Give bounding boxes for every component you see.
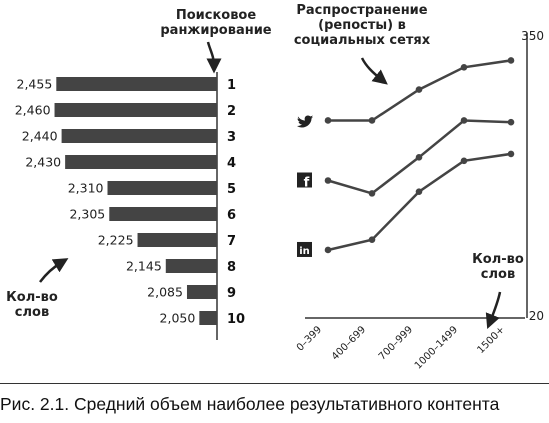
figure-caption: Рис. 2.1. Средний объем наиболее результ… bbox=[0, 394, 549, 415]
rank-tick-label: 8 bbox=[227, 260, 236, 275]
rank-tick-label: 3 bbox=[227, 130, 236, 145]
linkedin-icon: in bbox=[297, 241, 312, 257]
series-point bbox=[415, 154, 423, 161]
bar-value-label: 2,310 bbox=[68, 181, 104, 196]
series-point bbox=[324, 177, 332, 184]
line-x-title: Кол-во слов bbox=[472, 252, 524, 282]
bar bbox=[165, 259, 217, 273]
caption-rule bbox=[0, 383, 549, 384]
bar-axis-title: Поисковое ранжирование bbox=[160, 8, 272, 38]
arrow-ranking bbox=[206, 41, 222, 74]
rank-tick-label: 6 bbox=[227, 208, 236, 223]
x-tick-label: 0–399 bbox=[295, 324, 324, 353]
series-point bbox=[460, 117, 468, 124]
bar bbox=[109, 207, 217, 221]
caption-text: Средний объем наиболее результативного к… bbox=[69, 394, 500, 414]
series-point bbox=[368, 236, 376, 243]
series-point bbox=[324, 246, 332, 254]
series-point bbox=[368, 190, 376, 197]
rank-tick-label: 1 bbox=[227, 78, 236, 93]
bar bbox=[56, 77, 218, 91]
arrow-wordcount-right bbox=[485, 291, 502, 329]
bar-value-label: 2,440 bbox=[22, 129, 58, 144]
y-tick-label: 350 bbox=[521, 29, 544, 43]
bar bbox=[186, 285, 217, 299]
bar-value-label: 2,455 bbox=[17, 77, 53, 92]
series-point bbox=[507, 118, 515, 126]
x-tick-label: 1000–1499 bbox=[413, 324, 460, 371]
rank-tick-label: 10 bbox=[227, 312, 245, 327]
rank-tick-label: 2 bbox=[227, 104, 236, 119]
series-point bbox=[460, 157, 468, 165]
series-point bbox=[415, 86, 423, 93]
bar-value-label: 2,225 bbox=[98, 233, 134, 248]
rank-tick-label: 7 bbox=[227, 234, 236, 249]
rank-tick-label: 9 bbox=[227, 286, 236, 301]
series-point bbox=[415, 188, 423, 195]
facebook-icon: f bbox=[297, 172, 312, 191]
bar bbox=[54, 103, 217, 117]
line-chart-title: Распространение (репосты) в социальных с… bbox=[293, 3, 431, 48]
bar-value-label: 2,430 bbox=[25, 155, 61, 170]
bar bbox=[199, 311, 217, 325]
bar-value-label: 2,460 bbox=[15, 103, 51, 118]
bar-value-label: 2,085 bbox=[147, 285, 183, 300]
series-point bbox=[324, 117, 332, 124]
svg-text:in: in bbox=[299, 246, 310, 257]
caption-label: Рис. 2.1. bbox=[0, 394, 70, 414]
x-tick-label: 1500+ bbox=[475, 324, 507, 356]
series-point bbox=[507, 57, 515, 64]
twitter-icon bbox=[297, 115, 313, 128]
bar bbox=[137, 233, 217, 247]
arrow-shares bbox=[360, 57, 388, 85]
x-tick-label: 400–699 bbox=[330, 324, 368, 362]
rank-tick-label: 5 bbox=[227, 182, 236, 197]
bar bbox=[107, 181, 217, 195]
y-tick-label: 20 bbox=[529, 309, 544, 323]
bar-value-label: 2,145 bbox=[126, 259, 162, 274]
bar-value-label: 2,050 bbox=[160, 311, 196, 326]
series-point bbox=[507, 150, 515, 158]
rank-tick-label: 4 bbox=[227, 156, 236, 171]
series-point bbox=[368, 117, 376, 124]
bar bbox=[65, 155, 218, 169]
x-tick-label: 700–999 bbox=[377, 324, 415, 362]
bar-chart: 2,455 1 2,460 2 2,440 3 2,430 4 2,310 5 2,305 6 2,22… bbox=[15, 72, 245, 340]
bar-value-label: 2,305 bbox=[69, 207, 105, 222]
arrow-wordcount-left bbox=[39, 258, 69, 283]
bar-value-title: Кол-во слов bbox=[6, 290, 58, 320]
bar bbox=[61, 129, 217, 143]
svg-text:f: f bbox=[304, 176, 310, 191]
series-point bbox=[460, 64, 468, 71]
series-line bbox=[327, 152, 512, 252]
